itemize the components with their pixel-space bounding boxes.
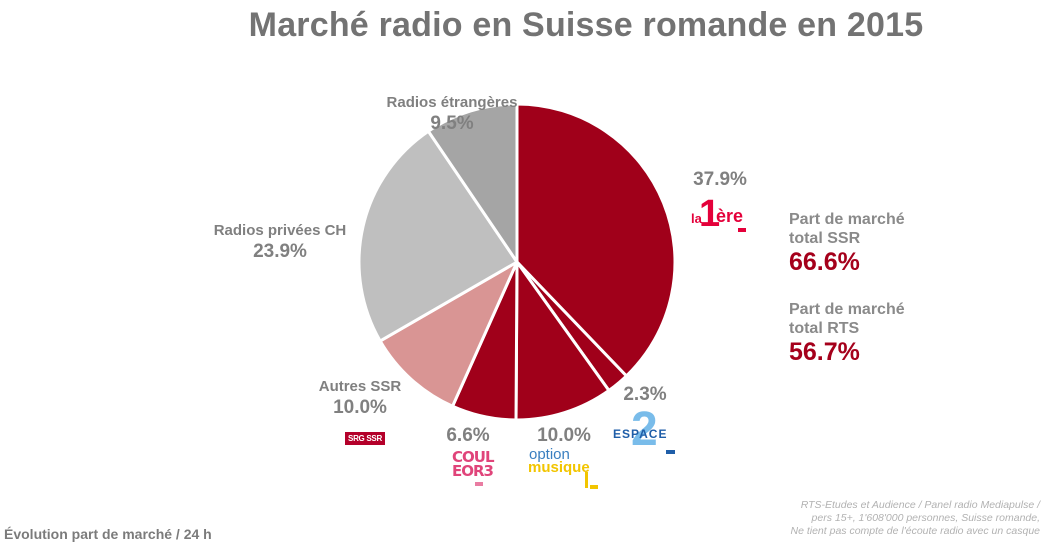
slice-name: Radios étrangères <box>386 94 518 111</box>
rts-badge-icon <box>738 228 746 232</box>
espace-2-logo-numeral: 2 <box>631 403 658 456</box>
option-musique-logo-line2: musique <box>528 459 590 476</box>
chart-title: Marché radio en Suisse romande en 2015 <box>248 6 924 44</box>
slice-value: 37.9% <box>693 169 747 190</box>
label-radios-privees: Radios privées CH 23.9% <box>180 222 380 263</box>
source-line: RTS-Etudes et Audience / Panel radio Med… <box>800 499 1040 511</box>
pie-slice-radios-priv-es-ch <box>357 129 519 343</box>
slice-name: Radios privées CH <box>213 222 347 239</box>
kpi-total-rts: Part de marché total RTS 56.7% <box>789 300 905 366</box>
rts-badge-icon <box>590 485 598 489</box>
pie-slice-option-musique <box>514 260 611 422</box>
srg-ssr-logo: SRG SSR <box>345 432 385 445</box>
slice-value: 9.5% <box>430 113 474 134</box>
slice-name: Autres SSR <box>318 378 402 395</box>
slice-value: 6.6% <box>446 425 490 446</box>
pie-slice-autres-ssr <box>378 260 519 408</box>
kpi-total-ssr: Part de marché total SSR 66.6% <box>789 210 905 276</box>
slice-value: 23.9% <box>253 241 307 262</box>
pie-slice-radios-trang-res <box>426 102 519 264</box>
couleur-3-logo-line1: COUL <box>452 448 495 466</box>
option-musique-logo-line1: option <box>529 446 570 463</box>
kpi-label: total SSR <box>789 230 861 247</box>
kpi-label: total RTS <box>789 320 860 337</box>
espace-2-logo: 2 ESPACE <box>613 405 677 459</box>
la-1ere-logo: la 1 ère <box>691 193 747 236</box>
label-couleur-3: 6.6% <box>438 424 498 447</box>
source-line: pers 15+, 1'608'000 personnes, Suisse ro… <box>811 512 1040 524</box>
couleur-3-logo-line2: EOR3 <box>452 462 494 480</box>
slice-value: 10.0% <box>333 397 387 418</box>
rts-badge-icon <box>666 450 675 454</box>
la-1ere-logo-text: la <box>691 211 702 226</box>
label-la-1ere: 37.9% <box>680 168 760 191</box>
rts-badge-icon <box>475 482 483 486</box>
label-radios-etrangeres: Radios étrangères 9.5% <box>352 94 552 135</box>
slice-value: 2.3% <box>623 384 667 405</box>
kpi-label: Part de marché <box>789 301 905 318</box>
la-1ere-logo-numeral: 1 <box>699 193 721 235</box>
couleur-3-logo: COUL EOR3 <box>452 448 495 488</box>
espace-2-logo-text: ESPACE <box>613 427 668 441</box>
source-line: Ne tient pas compte de l'écoute radio av… <box>790 525 1041 537</box>
label-option-musique: 10.0% <box>524 424 604 447</box>
label-espace-2: 2.3% <box>615 383 675 406</box>
label-autres-ssr: Autres SSR 10.0% <box>305 378 415 419</box>
kpi-value: 56.7% <box>789 338 860 366</box>
slice-value: 10.0% <box>537 425 591 446</box>
pie-slice-la-1-re <box>515 102 677 378</box>
option-musique-logo-bar <box>585 472 588 488</box>
la-1ere-logo-suffix: ère <box>716 206 744 226</box>
source-note: RTS-Etudes et Audience / Panel radio Med… <box>791 499 1041 538</box>
footer-caption: Évolution part de marché / 24 h <box>4 526 212 542</box>
kpi-label: Part de marché <box>789 211 905 228</box>
kpi-value: 66.6% <box>789 248 860 276</box>
option-musique-logo: option musique <box>528 446 603 492</box>
